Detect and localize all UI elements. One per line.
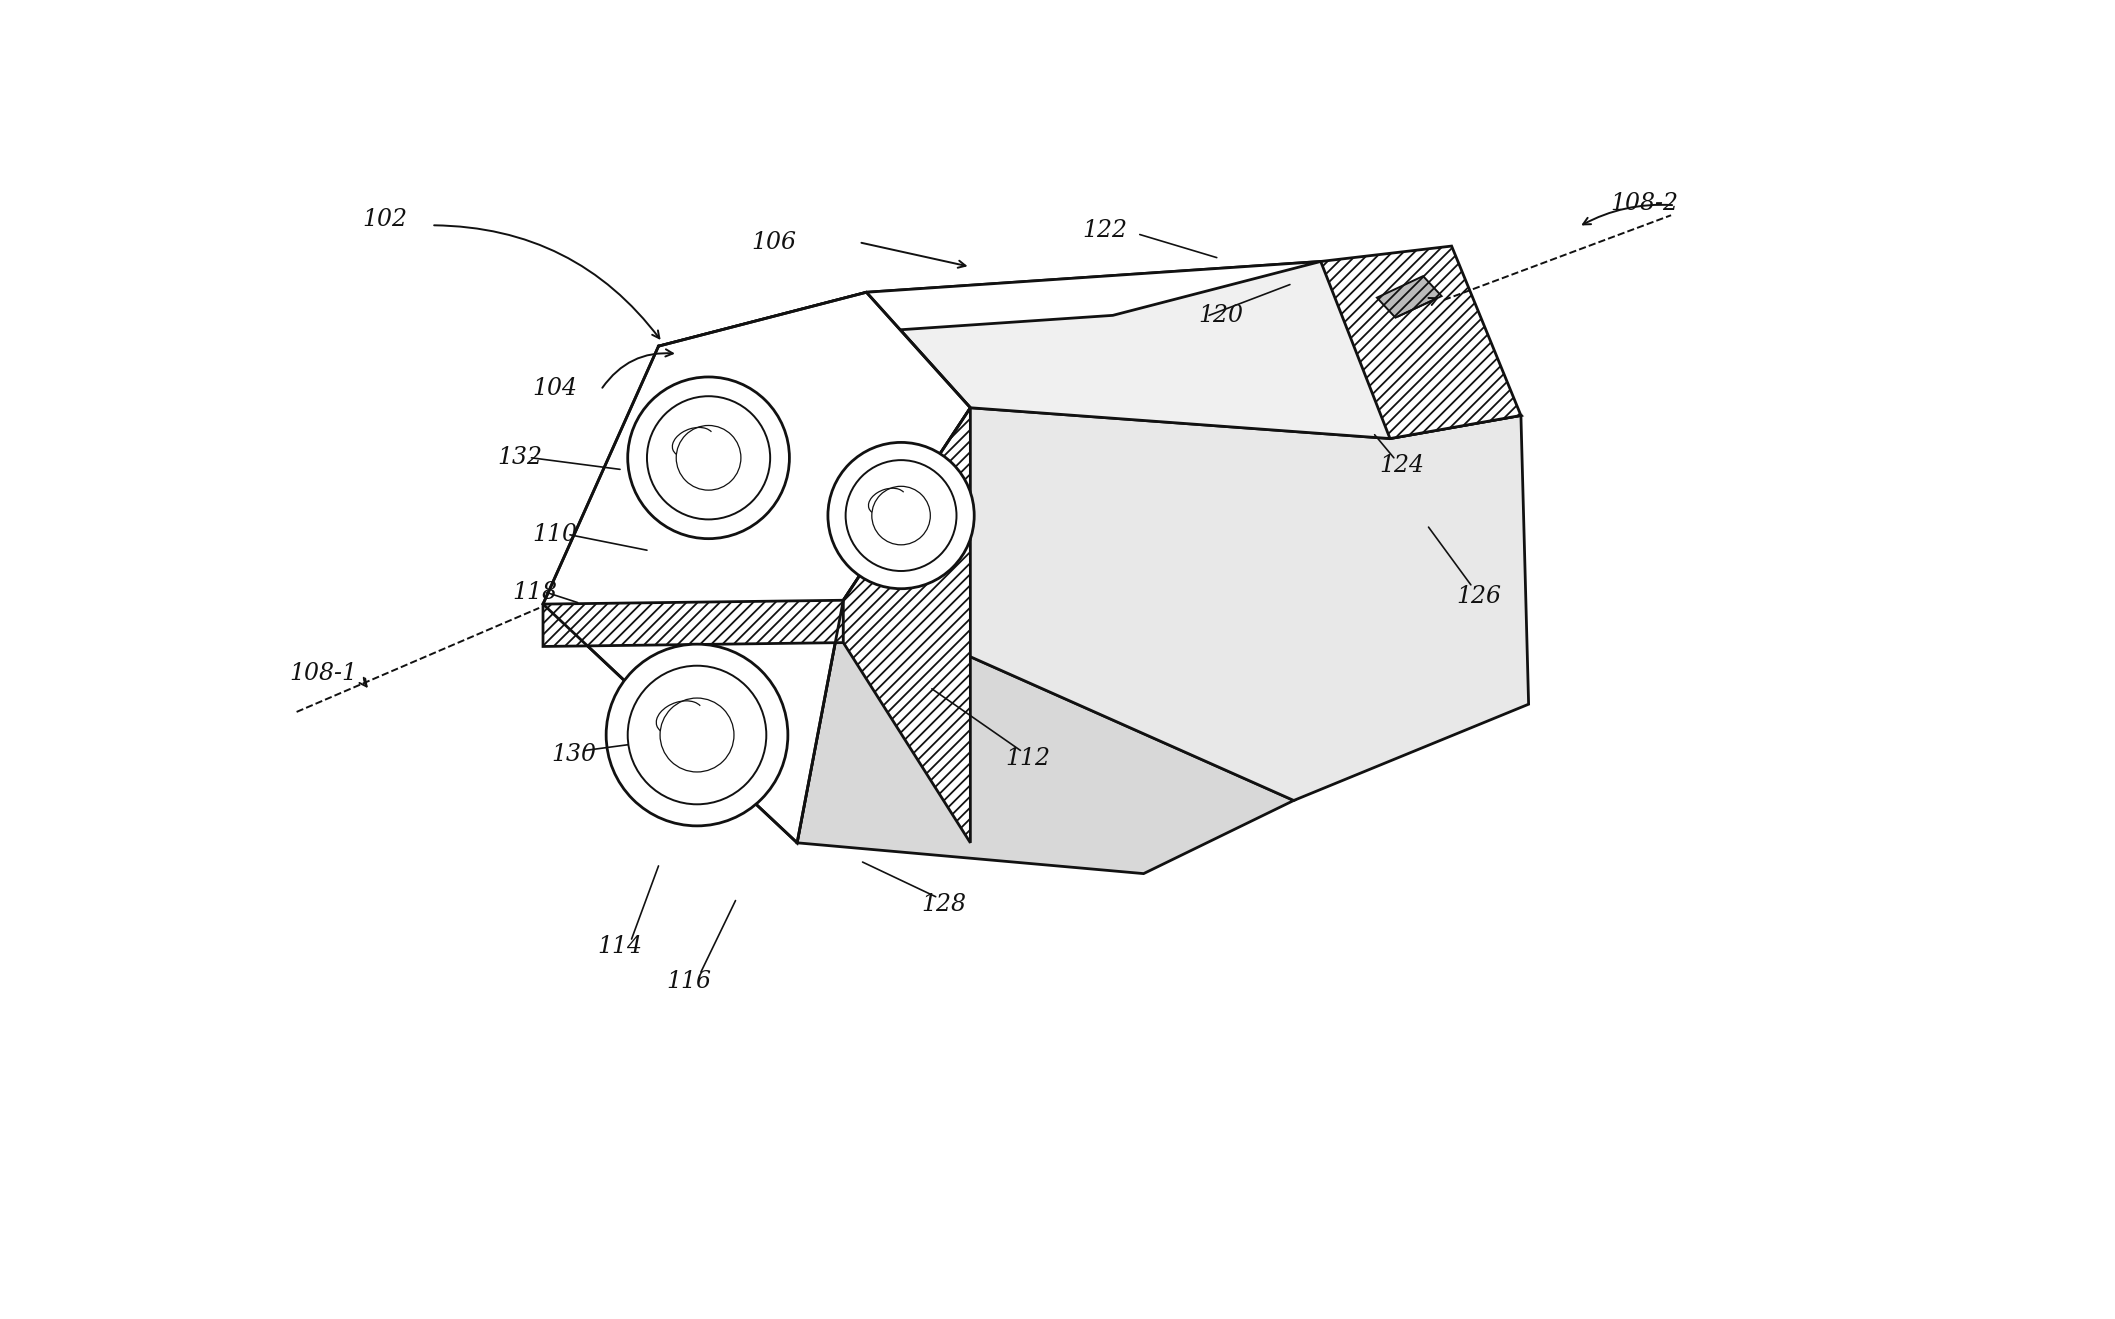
Circle shape (660, 698, 734, 772)
Polygon shape (544, 600, 844, 646)
Circle shape (871, 487, 931, 545)
Text: 130: 130 (552, 743, 596, 766)
Circle shape (628, 666, 766, 805)
Polygon shape (544, 293, 971, 843)
Text: 102: 102 (362, 207, 408, 231)
Polygon shape (867, 261, 1521, 438)
Text: 108-2: 108-2 (1610, 193, 1677, 215)
Text: 120: 120 (1197, 303, 1244, 327)
Polygon shape (658, 261, 1320, 346)
Text: 126: 126 (1455, 584, 1502, 608)
Circle shape (827, 442, 975, 588)
Polygon shape (844, 408, 971, 843)
Polygon shape (1320, 247, 1521, 438)
Circle shape (846, 460, 956, 571)
Text: 122: 122 (1083, 219, 1127, 243)
Text: 108-1: 108-1 (290, 662, 357, 685)
Text: 110: 110 (533, 524, 577, 546)
Polygon shape (797, 600, 1294, 873)
Text: 116: 116 (666, 969, 713, 993)
Text: 112: 112 (1005, 747, 1051, 769)
Text: 114: 114 (599, 935, 643, 959)
Text: 104: 104 (533, 377, 577, 400)
Circle shape (677, 426, 740, 491)
Circle shape (628, 377, 789, 538)
Text: 132: 132 (497, 446, 541, 470)
Text: 118: 118 (512, 582, 558, 604)
Circle shape (607, 644, 789, 826)
Polygon shape (1377, 276, 1442, 318)
Text: 124: 124 (1379, 454, 1423, 477)
Circle shape (647, 396, 770, 520)
Polygon shape (844, 408, 1529, 801)
Text: 106: 106 (751, 231, 797, 253)
Text: 128: 128 (920, 893, 967, 915)
